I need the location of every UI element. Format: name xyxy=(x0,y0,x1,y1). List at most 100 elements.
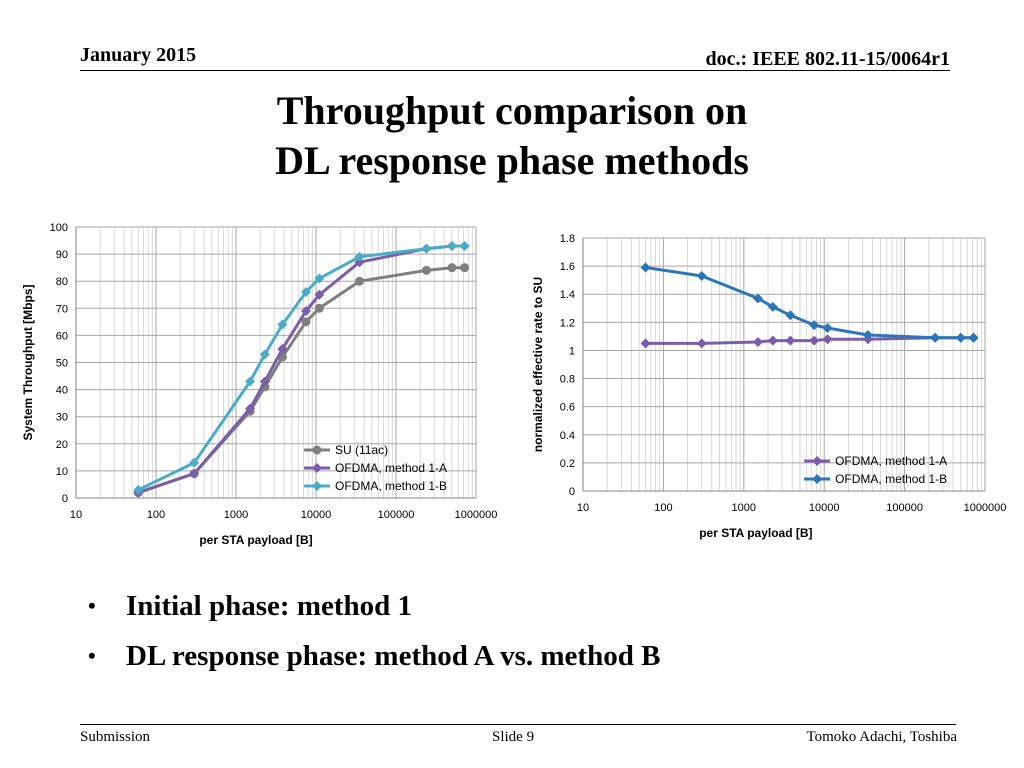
x-tick-label: 1000 xyxy=(732,502,756,514)
data-point xyxy=(277,343,288,354)
bullet-text: DL response phase: method A vs. method B xyxy=(126,640,661,672)
x-tick-label: 10000 xyxy=(301,509,332,521)
data-point xyxy=(189,457,200,468)
x-tick-label: 100 xyxy=(654,502,672,514)
legend-marker xyxy=(312,481,322,491)
data-point xyxy=(809,335,820,346)
x-tick-label: 1000000 xyxy=(964,502,1007,514)
y-tick-label: 20 xyxy=(56,439,68,451)
data-point xyxy=(696,270,707,281)
data-point xyxy=(446,240,457,251)
data-point xyxy=(930,332,941,343)
data-point xyxy=(245,376,256,387)
y-tick-label: 100 xyxy=(50,222,68,234)
header-doc-id: doc.: IEEE 802.11-15/0064r1 xyxy=(705,48,950,70)
data-point xyxy=(955,332,966,343)
y-tick-label: 80 xyxy=(56,276,68,288)
data-point xyxy=(133,484,144,495)
y-tick-label: 1.2 xyxy=(560,317,575,329)
y-tick-label: 60 xyxy=(56,330,68,342)
legend-label: OFDMA, method 1-B xyxy=(335,479,447,493)
data-point xyxy=(822,334,833,345)
plot-area xyxy=(583,238,985,491)
x-tick-label: 10 xyxy=(70,509,82,521)
y-tick-label: 0.6 xyxy=(560,402,575,414)
x-tick-label: 100000 xyxy=(886,502,923,514)
data-point xyxy=(640,262,651,273)
data-point xyxy=(785,335,796,346)
data-point xyxy=(421,265,431,275)
footer-submission: Submission xyxy=(80,729,151,745)
data-point xyxy=(314,273,325,284)
y-tick-label: 90 xyxy=(56,249,68,261)
data-point xyxy=(354,251,365,262)
y-tick-label: 0 xyxy=(569,486,575,498)
data-point xyxy=(245,403,256,414)
y-axis-title: System Throughput [Mbps] xyxy=(21,285,35,441)
legend-marker xyxy=(812,456,823,466)
bullet-text: Initial phase: method 1 xyxy=(126,590,413,622)
legend-label: SU (11ac) xyxy=(335,443,388,457)
y-tick-label: 10 xyxy=(56,466,68,478)
data-point xyxy=(785,310,796,321)
data-point xyxy=(809,320,820,331)
legend-label: OFDMA, method 1-A xyxy=(335,461,447,475)
bullet-dot-icon: • xyxy=(88,593,96,618)
y-tick-label: 0.8 xyxy=(560,374,575,386)
data-point xyxy=(752,293,763,304)
legend-marker xyxy=(812,474,823,484)
y-tick-label: 70 xyxy=(56,303,68,315)
data-point xyxy=(822,322,833,333)
x-tick-label: 100000 xyxy=(378,509,415,521)
y-tick-label: 0.2 xyxy=(560,458,575,470)
data-point xyxy=(447,263,457,273)
x-axis-title: per STA payload [B] xyxy=(199,533,312,547)
y-tick-label: 1.4 xyxy=(560,289,575,301)
data-point xyxy=(421,243,432,254)
x-tick-label: 10 xyxy=(577,502,589,514)
bullet-item: • Initial phase: method 1 xyxy=(88,584,660,634)
throughput-chart: 10 100 1000 10000 100000 10000000102030405060… xyxy=(21,222,498,547)
x-tick-label: 100 xyxy=(147,509,165,521)
slide-title-line2: DL response phase methods xyxy=(275,138,749,183)
header-rule xyxy=(80,70,950,71)
y-tick-label: 30 xyxy=(56,412,68,424)
header-date: January 2015 xyxy=(80,44,197,66)
data-point xyxy=(752,337,763,348)
x-tick-label: 1000 xyxy=(224,509,248,521)
data-point xyxy=(301,306,312,317)
bullet-dot-icon: • xyxy=(88,643,96,668)
data-point xyxy=(259,376,270,387)
footer-author: Tomoko Adachi, Toshiba xyxy=(806,729,957,745)
bullet-item: • DL response phase: method A vs. method… xyxy=(88,634,660,684)
legend-label: OFDMA, method 1-B xyxy=(835,472,947,486)
y-tick-label: 50 xyxy=(56,358,68,370)
slide-title: Throughput comparison on DL response pha… xyxy=(0,86,1024,186)
y-tick-label: 0.4 xyxy=(560,430,575,442)
y-axis-title: normalized effective rate to SU xyxy=(531,277,545,452)
data-point xyxy=(767,301,778,312)
legend-marker xyxy=(312,463,322,473)
normalized-rate-chart: 10 100 1000 10000 100000 1000000 0 0.2 0.4 0.6 0.8… xyxy=(531,233,1007,540)
footer-slide-number: Slide 9 xyxy=(492,729,535,745)
x-tick-label: 10000 xyxy=(809,502,840,514)
y-tick-label: 40 xyxy=(56,385,68,397)
data-point xyxy=(301,287,312,298)
slide-title-line1: Throughput comparison on xyxy=(276,88,748,133)
data-point xyxy=(696,338,707,349)
data-point xyxy=(460,263,470,273)
data-point xyxy=(314,289,325,300)
legend-marker xyxy=(312,445,322,455)
y-tick-label: 1 xyxy=(569,345,575,357)
y-tick-label: 0 xyxy=(62,493,68,505)
y-tick-label: 1.6 xyxy=(560,261,575,273)
x-tick-label: 1000000 xyxy=(455,509,498,521)
data-point xyxy=(277,319,288,330)
data-point xyxy=(301,317,311,327)
y-tick-label: 1.8 xyxy=(560,233,575,245)
x-axis-title: per STA payload [B] xyxy=(699,526,812,540)
data-point xyxy=(862,329,873,340)
data-point xyxy=(355,276,365,286)
footer-rule xyxy=(80,724,956,725)
legend-label: OFDMA, method 1-A xyxy=(835,454,947,468)
